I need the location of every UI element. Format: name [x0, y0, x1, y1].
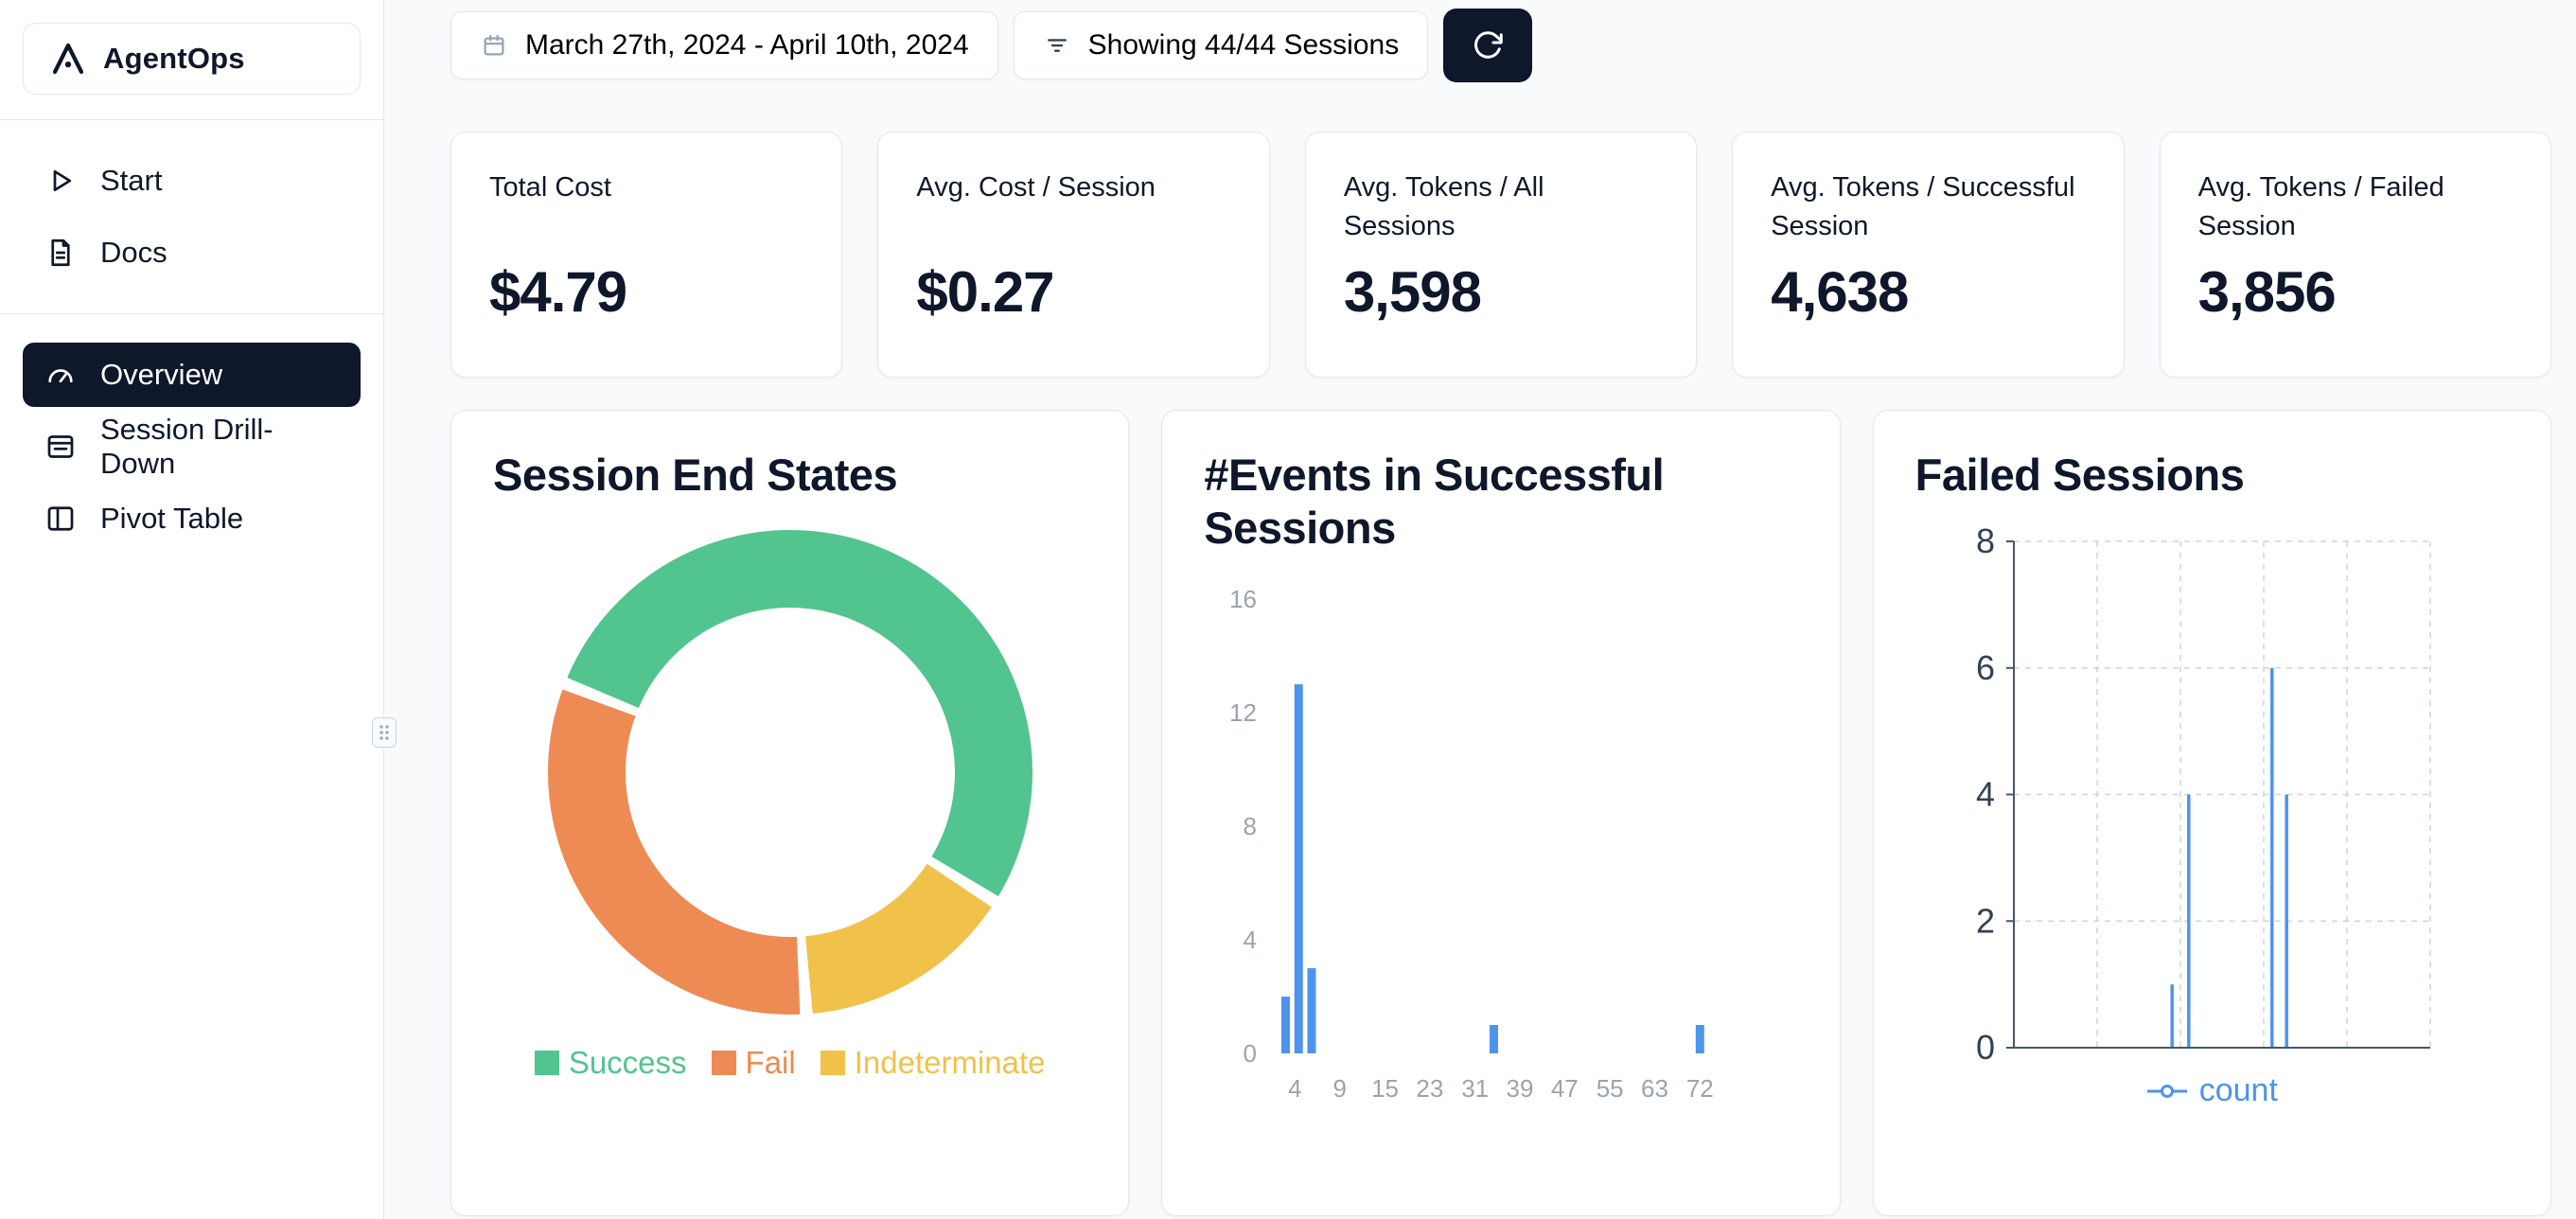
stat-label: Avg. Tokens / Failed Session	[2197, 172, 2444, 241]
legend-item-indeterminate: Indeterminate	[820, 1045, 1046, 1081]
sidebar-item-label: Overview	[100, 358, 223, 391]
events-histogram-card: #Events in Successful Sessions 0 4 8 12 16 4 9…	[1161, 410, 1841, 1216]
svg-text:31: 31	[1462, 1074, 1490, 1103]
svg-text:63: 63	[1641, 1074, 1668, 1103]
legend-item-fail: Fail	[711, 1045, 796, 1081]
svg-text:72: 72	[1686, 1074, 1714, 1103]
stat-card-avg-tokens-successful: Avg. Tokens / Successful Session 4,638	[1732, 132, 2125, 378]
session-card-icon	[47, 435, 74, 458]
sidebar-item-pivot-table[interactable]: Pivot Table	[23, 483, 361, 555]
stat-label: Total Cost	[489, 172, 611, 203]
chart-title: Session End States	[493, 450, 898, 500]
stat-label: Avg. Cost / Session	[916, 172, 1156, 203]
agentops-logo-icon	[52, 43, 84, 75]
legend-swatch	[534, 1051, 559, 1076]
svg-text:16: 16	[1229, 585, 1257, 613]
sidebar-divider	[0, 313, 383, 314]
sidebar-item-session-drill-down[interactable]: Session Drill-Down	[23, 411, 361, 483]
stat-value: $4.79	[489, 260, 627, 324]
count-legend-label: count	[2198, 1072, 2278, 1109]
stat-label: Avg. Tokens / Successful Session	[1771, 172, 2075, 241]
play-icon	[53, 169, 72, 192]
legend-label: Success	[568, 1045, 687, 1081]
stat-card-avg-cost-session: Avg. Cost / Session $0.27	[877, 132, 1270, 378]
stat-label: Avg. Tokens / All Sessions	[1343, 172, 1544, 241]
session-filter-button[interactable]: Showing 44/44 Sessions	[1013, 11, 1429, 80]
stat-value: 4,638	[1771, 260, 1909, 324]
legend-label: Indeterminate	[854, 1045, 1046, 1081]
refresh-button[interactable]	[1443, 9, 1533, 82]
stat-value: $0.27	[916, 260, 1054, 324]
svg-text:8: 8	[1244, 812, 1257, 840]
svg-text:9: 9	[1333, 1074, 1347, 1103]
app-title: AgentOps	[103, 42, 245, 75]
failed-sessions-svg: 0 2 4 6 8	[1976, 521, 2431, 1067]
grip-dots-icon	[379, 725, 389, 740]
sidebar-divider	[0, 119, 383, 120]
calendar-icon	[484, 34, 504, 56]
docs-icon	[51, 238, 70, 267]
svg-text:8: 8	[1976, 521, 1995, 560]
stats-row: Total Cost $4.79 Avg. Cost / Session $0.…	[450, 132, 2552, 378]
date-range-label: March 27th, 2024 - April 10th, 2024	[525, 29, 969, 61]
session-filter-label: Showing 44/44 Sessions	[1087, 29, 1400, 61]
charts-row: Session End States Success Fail Indeterm…	[450, 410, 2551, 1216]
failed-sessions-chart: 0 2 4 6 8	[1934, 513, 2509, 1067]
filter-icon	[1047, 39, 1067, 52]
sidebar-item-label: Session Drill-Down	[100, 413, 273, 480]
svg-text:4: 4	[1244, 926, 1257, 954]
sidebar-item-label: Docs	[100, 236, 168, 269]
date-range-button[interactable]: March 27th, 2024 - April 10th, 2024	[450, 11, 998, 80]
events-bar-svg: 0 4 8 12 16 4 9 15 23 31 39 47 55 63 72	[1229, 585, 1714, 1103]
gauge-icon	[48, 369, 73, 383]
svg-text:23: 23	[1417, 1074, 1444, 1103]
stat-value: 3,856	[2197, 260, 2337, 324]
sidebar-item-label: Pivot Table	[100, 502, 244, 535]
donut-svg	[547, 530, 1032, 1016]
svg-text:47: 47	[1551, 1074, 1579, 1103]
events-bar-chart: 0 4 8 12 16 4 9 15 23 31 39 47 55 63 72	[1204, 569, 1797, 1137]
svg-text:15: 15	[1371, 1074, 1399, 1103]
sidebar-resize-handle[interactable]	[372, 717, 397, 748]
donut-chart	[493, 517, 1086, 1028]
svg-text:2: 2	[1976, 902, 1995, 941]
svg-text:6: 6	[1976, 648, 1995, 687]
svg-text:55: 55	[1597, 1074, 1624, 1103]
stat-card-total-cost: Total Cost $4.79	[450, 132, 843, 378]
svg-text:0: 0	[1244, 1039, 1257, 1068]
svg-text:4: 4	[1288, 1074, 1301, 1103]
sidebar-item-overview[interactable]: Overview	[23, 343, 361, 407]
legend-swatch	[820, 1051, 845, 1076]
svg-text:39: 39	[1507, 1074, 1534, 1103]
agentops-logo[interactable]: AgentOps	[23, 23, 361, 95]
sidebar-item-start[interactable]: Start	[23, 145, 361, 217]
donut-legend: Success Fail Indeterminate	[493, 1045, 1086, 1081]
sidebar: AgentOps Start Docs Overview	[0, 0, 397, 1219]
legend-swatch	[711, 1051, 736, 1076]
sidebar-item-label: Start	[100, 164, 163, 197]
main-content: March 27th, 2024 - April 10th, 2024 Show…	[384, 0, 2576, 1219]
sidebar-nav-top: Start Docs	[0, 120, 383, 313]
chart-title: Failed Sessions	[1914, 450, 2245, 500]
svg-text:4: 4	[1976, 775, 1995, 814]
pivot-columns-icon	[47, 506, 74, 531]
sidebar-item-docs[interactable]: Docs	[23, 217, 361, 289]
legend-item-success: Success	[534, 1045, 687, 1081]
legend-label: Fail	[745, 1045, 796, 1081]
sidebar-nav-main: Overview Session Drill-Down Pivot Table	[0, 314, 383, 579]
stat-card-avg-tokens-failed: Avg. Tokens / Failed Session 3,856	[2159, 132, 2552, 378]
stat-card-avg-tokens-all: Avg. Tokens / All Sessions 3,598	[1304, 132, 1698, 378]
stat-value: 3,598	[1343, 260, 1482, 324]
svg-text:0: 0	[1976, 1028, 1995, 1067]
failed-sessions-card: Failed Sessions 0 2 4 6 8 count	[1872, 410, 2551, 1216]
count-series-legend[interactable]: count	[1915, 1072, 2509, 1109]
line-marker-icon	[2146, 1084, 2187, 1098]
chart-title: #Events in Successful Sessions	[1204, 450, 1665, 554]
session-end-states-card: Session End States Success Fail Indeterm…	[450, 410, 1130, 1216]
toolbar: March 27th, 2024 - April 10th, 2024 Show…	[450, 9, 2551, 82]
refresh-icon	[1474, 31, 1503, 59]
svg-text:12: 12	[1229, 698, 1257, 727]
